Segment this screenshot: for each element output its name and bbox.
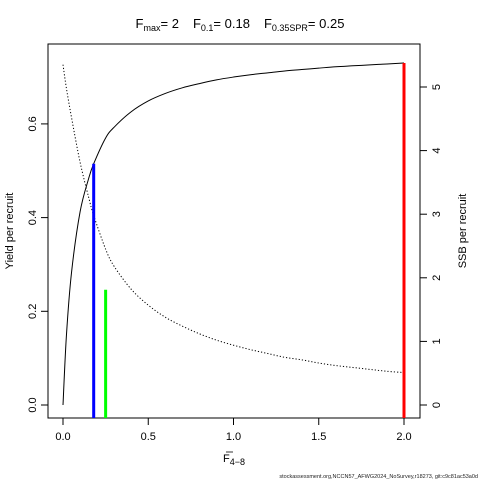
- series-ssb-line: [62, 64, 405, 374]
- series-ypr-line: [62, 62, 405, 406]
- footer-credit: stockassessment.org,NCCN57_AFWG2024_NoSu…: [279, 474, 478, 480]
- title-f01-symbol: F: [193, 16, 201, 31]
- reference-lines: [92, 63, 406, 418]
- title-f35-value: = 0.25: [308, 16, 345, 31]
- x-tick-label: 1.5: [311, 431, 326, 443]
- title-fmax-symbol: F: [136, 16, 144, 31]
- x-axis: 0.0 0.5 1.0 1.5 2.0: [55, 418, 412, 443]
- x-axis-label-subscript: 4−8: [230, 457, 245, 467]
- left-y-tick-label: 0.0: [27, 397, 39, 412]
- right-y-tick-label: 4: [431, 148, 443, 154]
- right-y-axis: 0 1 2 3 4 5: [420, 84, 443, 408]
- title-f35-subscript: 0.35SPR: [272, 23, 309, 33]
- x-axis-label: F4−8: [223, 453, 245, 467]
- x-axis-label-symbol: F: [223, 453, 230, 465]
- right-y-tick-label: 3: [431, 211, 443, 217]
- left-y-axis: 0.0 0.2 0.4 0.6: [27, 116, 48, 413]
- right-y-axis-label: SSB per recruit: [457, 194, 469, 269]
- left-y-tick-label: 0.2: [27, 304, 39, 319]
- left-y-axis-label: Yield per recruit: [4, 193, 16, 270]
- right-y-tick-label: 5: [431, 84, 443, 90]
- right-y-tick-label: 2: [431, 275, 443, 281]
- data-layer: [62, 62, 405, 406]
- plot-frame: [47, 43, 421, 419]
- right-y-tick-label: 0: [431, 402, 443, 408]
- x-tick-label: 1.0: [226, 431, 241, 443]
- x-tick-label: 0.0: [55, 431, 70, 443]
- x-tick-label: 0.5: [141, 431, 156, 443]
- title-fmax-subscript: max: [144, 23, 162, 33]
- x-tick-label: 2.0: [396, 431, 411, 443]
- right-y-tick-label: 1: [431, 338, 443, 344]
- title-f01-subscript: 0.1: [201, 23, 214, 33]
- title-f01-value: = 0.18: [213, 16, 250, 31]
- title-fmax-value: = 2: [161, 16, 179, 31]
- left-y-tick-label: 0.4: [27, 210, 39, 225]
- title-f35-symbol: F: [264, 16, 272, 31]
- left-y-tick-label: 0.6: [27, 116, 39, 131]
- chart-title: Fmax= 2 F0.1= 0.18 F0.35SPR= 0.25: [136, 16, 345, 33]
